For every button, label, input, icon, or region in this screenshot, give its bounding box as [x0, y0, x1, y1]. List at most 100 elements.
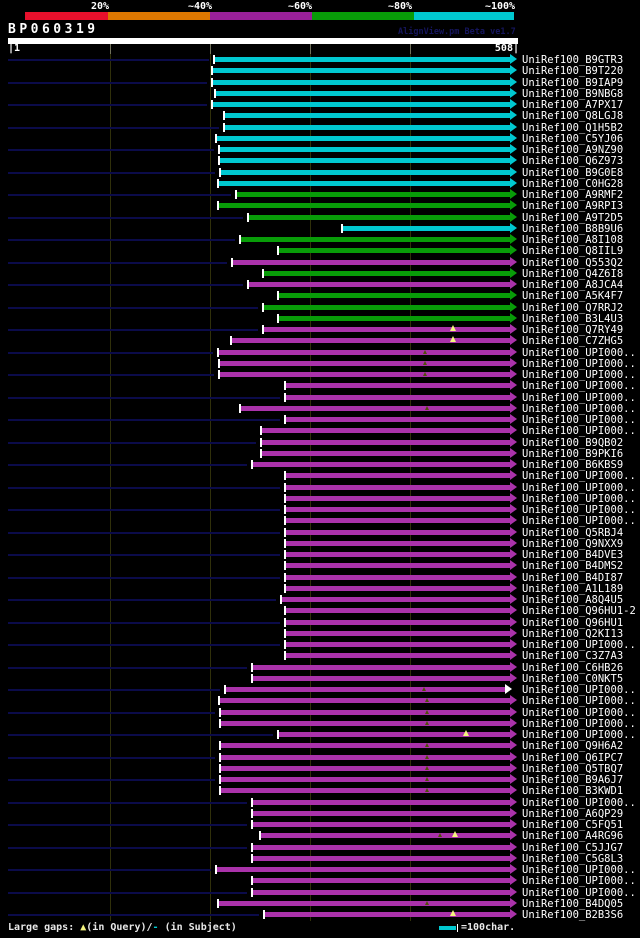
hit-bar[interactable]	[253, 462, 510, 467]
hit-bar[interactable]	[261, 833, 510, 839]
hit-bar[interactable]	[286, 529, 510, 535]
hit-label[interactable]: UniRef100_C0HG28	[522, 177, 624, 190]
hit-bar[interactable]	[264, 304, 510, 310]
hit-label[interactable]: UniRef100_B3KWD1	[522, 785, 624, 798]
hit-bar[interactable]	[225, 113, 510, 119]
hit-label[interactable]: UniRef100_UPI000..	[522, 346, 636, 359]
hit-bar[interactable]	[253, 889, 510, 895]
hit-bar[interactable]	[286, 630, 510, 636]
hit-label[interactable]: UniRef100_C7ZHG5	[522, 335, 624, 348]
hit-label[interactable]: UniRef100_Q6IPC7	[522, 751, 624, 764]
hit-bar[interactable]	[262, 428, 510, 434]
hit-bar[interactable]	[286, 552, 510, 557]
hit-bar[interactable]	[226, 687, 505, 692]
hit-bar[interactable]	[264, 327, 510, 332]
hit-label[interactable]: UniRef100_Q96HU1-2	[522, 605, 636, 618]
hit-bar[interactable]	[221, 169, 510, 175]
hit-bar[interactable]	[249, 282, 510, 287]
hit-bar[interactable]	[220, 360, 510, 366]
hit-bar[interactable]	[220, 372, 510, 377]
hit-label[interactable]: UniRef100_UPI000..	[522, 796, 636, 809]
hit-label[interactable]: UniRef100_C5YJ06	[522, 132, 624, 145]
hit-bar[interactable]	[233, 259, 510, 265]
hit-label[interactable]: UniRef100_UPI000..	[522, 425, 636, 438]
hit-label[interactable]: UniRef100_B9QB02	[522, 436, 624, 449]
hit-bar[interactable]	[221, 788, 510, 794]
hit-bar[interactable]	[286, 417, 510, 422]
hit-label[interactable]: UniRef100_UPI000..	[522, 414, 636, 426]
hit-bar[interactable]	[219, 900, 510, 906]
hit-label[interactable]: UniRef100_Q9H6A2	[522, 740, 624, 753]
hit-label[interactable]: UniRef100_B9PKI6	[522, 447, 624, 460]
hit-bar[interactable]	[253, 664, 510, 670]
hit-bar[interactable]	[286, 563, 510, 569]
hit-bar[interactable]	[253, 878, 510, 884]
hit-label[interactable]: UniRef100_A9RMF2	[522, 189, 624, 201]
hit-label[interactable]: UniRef100_B4DMS2	[522, 560, 624, 573]
hit-label[interactable]: UniRef100_A1L189	[522, 582, 624, 595]
hit-bar[interactable]	[253, 675, 510, 681]
hit-bar[interactable]	[219, 349, 510, 355]
hit-label[interactable]: UniRef100_C5FQ51	[522, 819, 624, 831]
hit-bar[interactable]	[253, 810, 510, 816]
hit-bar[interactable]	[217, 867, 510, 872]
hit-bar[interactable]	[217, 135, 510, 141]
hit-label[interactable]: UniRef100_UPI000..	[522, 470, 636, 483]
hit-label[interactable]: UniRef100_B4DVE3	[522, 549, 624, 561]
hit-label[interactable]: UniRef100_B8B9U6	[522, 222, 624, 235]
hit-label[interactable]: UniRef100_C5JJG7	[522, 841, 624, 854]
hit-bar[interactable]	[286, 484, 510, 490]
hit-label[interactable]: UniRef100_C5G8L3	[522, 852, 624, 865]
hit-bar[interactable]	[279, 248, 510, 254]
hit-label[interactable]: UniRef100_Q2KI13	[522, 627, 624, 640]
hit-bar[interactable]	[286, 585, 510, 591]
hit-label[interactable]: UniRef100_Q8IIL9	[522, 245, 624, 258]
hit-label[interactable]: UniRef100_UPI000..	[522, 504, 636, 516]
hit-bar[interactable]	[286, 608, 510, 614]
hit-label[interactable]: UniRef100_UPI000..	[522, 886, 636, 899]
hit-label[interactable]: UniRef100_UPI000..	[522, 481, 636, 494]
hit-bar[interactable]	[221, 777, 510, 782]
hit-bar[interactable]	[232, 338, 510, 344]
hit-bar[interactable]	[286, 507, 510, 512]
hit-label[interactable]: UniRef100_C0NKT5	[522, 672, 624, 685]
hit-bar[interactable]	[221, 709, 510, 715]
hit-bar[interactable]	[216, 90, 510, 96]
hit-label[interactable]: UniRef100_UPI000..	[522, 684, 636, 696]
hit-bar[interactable]	[286, 394, 510, 400]
hit-bar[interactable]	[286, 653, 510, 659]
hit-label[interactable]: UniRef100_B9A6J7	[522, 774, 624, 786]
hit-bar[interactable]	[262, 450, 510, 456]
hit-label[interactable]: UniRef100_Q7RY49	[522, 324, 624, 336]
hit-label[interactable]: UniRef100_UPI000..	[522, 695, 636, 708]
hit-bar[interactable]	[253, 844, 510, 850]
hit-label[interactable]: UniRef100_A9RPI3	[522, 200, 624, 213]
hit-bar[interactable]	[221, 754, 510, 760]
hit-label[interactable]: UniRef100_C6HB26	[522, 661, 624, 674]
hit-bar[interactable]	[286, 473, 510, 479]
hit-label[interactable]: UniRef100_B3L4U3	[522, 312, 624, 325]
hit-bar[interactable]	[241, 405, 510, 411]
hit-bar[interactable]	[286, 383, 510, 389]
hit-bar[interactable]	[253, 822, 510, 827]
hit-label[interactable]: UniRef100_A9T2D5	[522, 211, 624, 224]
hit-bar[interactable]	[237, 192, 510, 197]
hit-label[interactable]: UniRef100_UPI000..	[522, 380, 636, 393]
hit-bar[interactable]	[279, 732, 510, 737]
hit-bar[interactable]	[225, 124, 510, 130]
hit-label[interactable]: UniRef100_UPI000..	[522, 729, 636, 741]
hit-label[interactable]: UniRef100_B4DQ05	[522, 897, 624, 910]
hit-label[interactable]: UniRef100_UPI000..	[522, 357, 636, 370]
hit-bar[interactable]	[265, 912, 510, 917]
hit-label[interactable]: UniRef100_UPI000..	[522, 515, 636, 528]
hit-label[interactable]: UniRef100_B4DI87	[522, 571, 624, 584]
hit-label[interactable]: UniRef100_A6QP29	[522, 807, 624, 820]
hit-label[interactable]: UniRef100_A8JCA4	[522, 279, 624, 291]
hit-label[interactable]: UniRef100_Q553Q2	[522, 256, 624, 269]
hit-bar[interactable]	[213, 68, 510, 74]
hit-bar[interactable]	[221, 765, 510, 771]
hit-label[interactable]: UniRef100_B2B3S6	[522, 909, 624, 921]
hit-bar[interactable]	[286, 540, 510, 546]
hit-bar[interactable]	[279, 293, 510, 299]
hit-bar[interactable]	[219, 180, 510, 186]
